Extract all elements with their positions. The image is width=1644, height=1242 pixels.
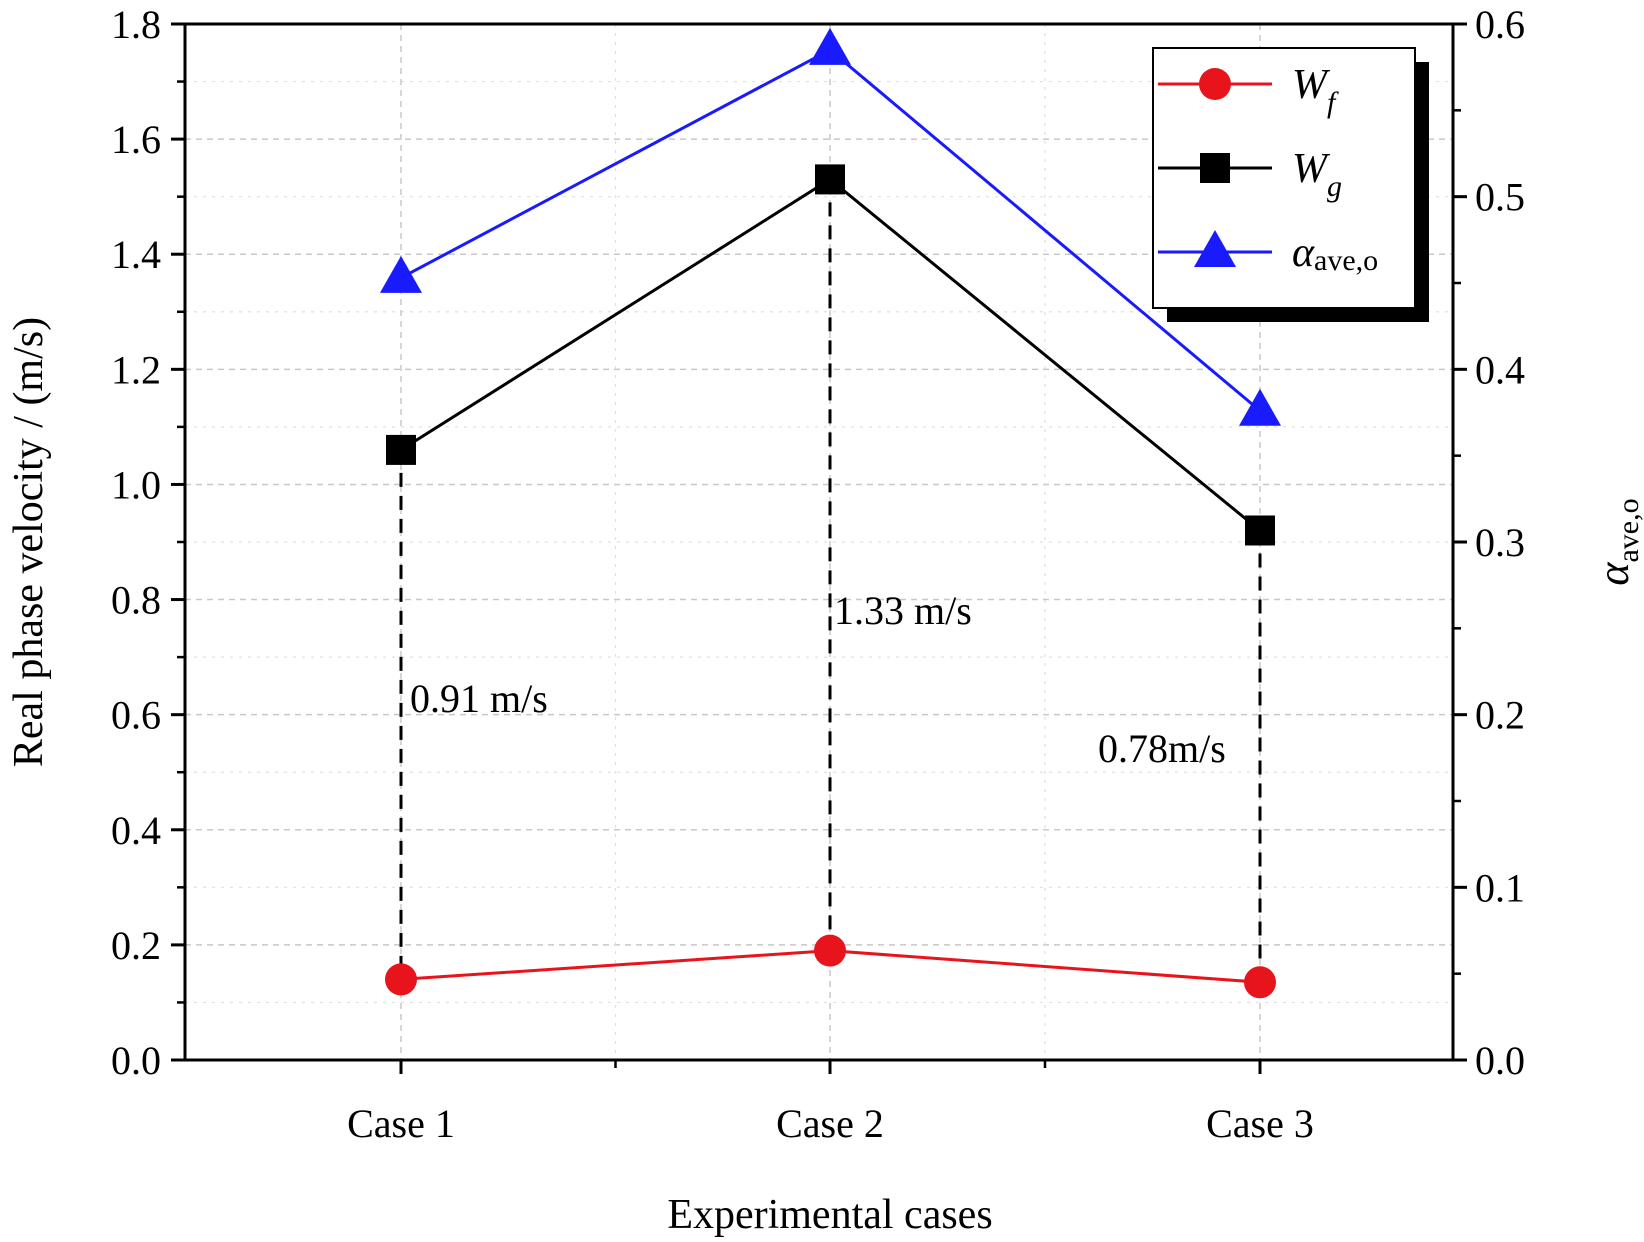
- legend-label-symbol: W: [1292, 146, 1331, 192]
- legend-label-sub: g: [1327, 170, 1342, 203]
- y2-tick-label: 0.5: [1475, 175, 1525, 220]
- legend-label: αave,o: [1292, 230, 1378, 277]
- x-axis: Case 1 Case 2 Case 3: [347, 1060, 1314, 1146]
- series-marker: [814, 934, 846, 967]
- y-tick-label: 0.6: [111, 693, 161, 738]
- y-tick-label: 1.0: [111, 462, 161, 507]
- y-tick-label: 1.2: [111, 347, 161, 392]
- y2-tick-label: 0.1: [1475, 865, 1525, 910]
- y2-tick-label: 0.4: [1475, 347, 1525, 392]
- y-tick-label: 0.2: [111, 923, 161, 968]
- x-tick-label: Case 3: [1206, 1101, 1314, 1146]
- legend-label-symbol: α: [1292, 230, 1315, 276]
- legend-marker: [1199, 68, 1231, 100]
- series-marker: [386, 434, 416, 465]
- y2-tick-label: 0.6: [1475, 2, 1525, 47]
- y-tick-label: 1.8: [111, 2, 161, 47]
- annotation-label: 0.78m/s: [1098, 726, 1226, 771]
- y-tick-label: 1.4: [111, 232, 161, 277]
- x-axis-title: Experimental cases: [667, 1192, 992, 1238]
- series-markers: [380, 27, 1281, 999]
- y2-axis-title-symbol: α: [1589, 562, 1638, 586]
- legend-marker: [1200, 153, 1230, 183]
- annotations: 0.91 m/s 1.33 m/s 0.78m/s: [410, 588, 1226, 771]
- x-tick-label: Case 2: [776, 1101, 884, 1146]
- annotation-label: 1.33 m/s: [834, 588, 972, 633]
- drop-lines: [399, 179, 1262, 983]
- y-axis-title: Real phase velocity / (m/s): [6, 317, 52, 767]
- series-marker: [1245, 515, 1275, 546]
- legend-label-sub: ave,o: [1314, 244, 1378, 277]
- series-marker: [1244, 966, 1276, 999]
- x-tick-label: Case 1: [347, 1101, 455, 1146]
- legend-marker: [1194, 230, 1236, 267]
- series-marker: [815, 164, 845, 195]
- y-tick-label: 0.8: [111, 578, 161, 623]
- series-marker: [385, 963, 417, 996]
- y2-axis-title: αave,o: [1589, 498, 1644, 585]
- y2-axis-title-sub: ave,o: [1612, 498, 1644, 562]
- series-marker: [1239, 388, 1281, 426]
- y-tick-label: 0.4: [111, 808, 161, 853]
- series-marker: [809, 27, 851, 65]
- legend-label-symbol: W: [1292, 62, 1331, 108]
- y-tick-label: 1.6: [111, 117, 161, 162]
- annotation-label: 0.91 m/s: [410, 676, 548, 721]
- y-tick-label: 0.0: [111, 1038, 161, 1083]
- legend-label: Wg: [1292, 146, 1342, 203]
- y2-tick-label: 0.0: [1475, 1038, 1525, 1083]
- series-marker: [380, 255, 422, 293]
- left-axis: 0.0 0.2 0.4 0.6 0.8 1.0 1.2 1.4 1.6 1.8: [111, 2, 185, 1083]
- y2-tick-label: 0.3: [1475, 520, 1525, 565]
- y2-tick-label: 0.2: [1475, 693, 1525, 738]
- right-axis: 0.0 0.1 0.2 0.3 0.4 0.5 0.6: [1453, 2, 1525, 1083]
